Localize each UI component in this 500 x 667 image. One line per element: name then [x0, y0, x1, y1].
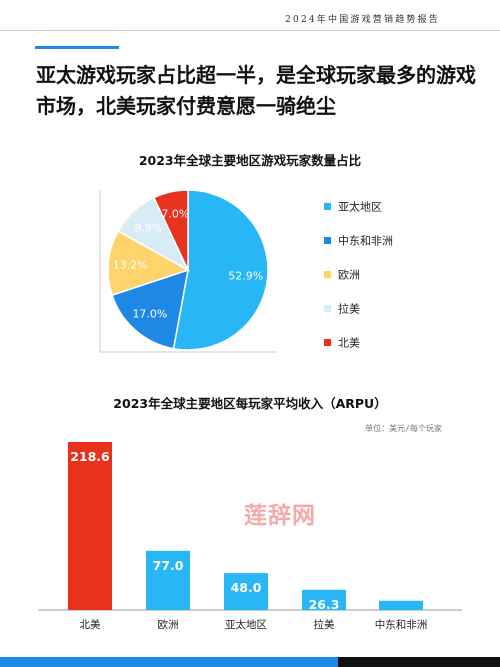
pie-slice-4	[152, 189, 189, 271]
page-headline: 亚太游戏玩家占比超一半，是全球玩家最多的游戏市场，北美玩家付费意愿一骑绝尘	[36, 63, 476, 118]
watermark: 莲辞网	[244, 503, 316, 529]
bar-chart-title: 2023年全球主要地区每玩家平均收入（ARPU）	[113, 396, 387, 411]
bar-value-label-1: 77.0	[153, 558, 184, 573]
bar-0	[68, 442, 112, 610]
pie-slice-0	[172, 189, 269, 351]
bottom-band-dark	[338, 657, 500, 667]
pie-slice-label-0: 52.9%	[228, 269, 263, 282]
legend-label-1: 中东和非洲	[338, 235, 393, 248]
bar-chart-unit-note: 单位：美元/每个玩家	[365, 424, 442, 433]
header-divider	[0, 30, 500, 31]
bar-value-label-2: 48.0	[231, 580, 262, 595]
report-header: 2024年中国游戏营销趋势报告	[285, 15, 440, 25]
x-tick-label-1: 欧洲	[158, 619, 179, 631]
legend-swatch-0	[324, 203, 331, 210]
legend-swatch-2	[324, 271, 331, 278]
pie-slice-label-4: 7.0%	[161, 207, 189, 220]
bar-value-label-3: 26.3	[309, 597, 340, 612]
legend-swatch-1	[324, 237, 331, 244]
x-tick-label-4: 中东和非洲	[375, 618, 428, 631]
bar-value-label-0: 218.6	[70, 449, 110, 464]
x-tick-label-2: 亚太地区	[225, 618, 267, 631]
legend-label-2: 欧洲	[338, 269, 360, 282]
legend-label-3: 拉美	[338, 302, 360, 316]
bar-1	[146, 550, 190, 610]
pie-chart-title: 2023年全球主要地区游戏玩家数量占比	[138, 153, 362, 168]
x-tick-label-3: 拉美	[314, 618, 335, 631]
bottom-band-blue	[0, 657, 338, 667]
pie-slice-label-2: 13.2%	[113, 259, 148, 272]
legend-swatch-4	[324, 339, 331, 346]
legend-swatch-3	[324, 305, 331, 312]
legend-label-4: 北美	[338, 337, 360, 350]
x-tick-label-0: 北美	[80, 618, 101, 631]
pie-slice-label-3: 9.9%	[134, 222, 162, 235]
bar-2	[224, 573, 268, 610]
legend-label-0: 亚太地区	[338, 201, 382, 214]
pie-slice-2	[107, 229, 190, 297]
bar-3	[302, 589, 346, 610]
pie-slice-label-1: 17.0%	[132, 308, 167, 321]
bar-value-label-4: 12.0	[386, 608, 417, 623]
bar-4	[379, 600, 423, 610]
accent-line	[35, 46, 119, 49]
